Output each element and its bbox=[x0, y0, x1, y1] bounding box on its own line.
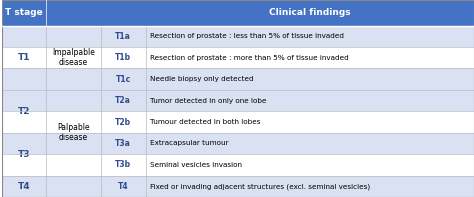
Text: Needle biopsy only detected: Needle biopsy only detected bbox=[150, 76, 254, 82]
Bar bbox=[1, 133, 474, 154]
Text: T3b: T3b bbox=[115, 160, 131, 169]
Bar bbox=[1, 47, 474, 69]
Text: T2: T2 bbox=[18, 107, 30, 116]
Text: T1: T1 bbox=[18, 53, 30, 62]
Text: T2a: T2a bbox=[115, 96, 131, 105]
Text: T stage: T stage bbox=[5, 8, 43, 17]
Bar bbox=[1, 0, 474, 26]
Text: Resection of prostate : less than 5% of tissue invaded: Resection of prostate : less than 5% of … bbox=[150, 33, 345, 39]
Text: T3a: T3a bbox=[115, 139, 131, 148]
Text: Seminal vesicles invasion: Seminal vesicles invasion bbox=[150, 162, 242, 168]
Text: Palpable
disease: Palpable disease bbox=[57, 123, 90, 142]
Text: T4: T4 bbox=[18, 182, 30, 191]
Text: T1c: T1c bbox=[116, 75, 131, 84]
Text: Impalpable
disease: Impalpable disease bbox=[52, 48, 95, 67]
Bar bbox=[1, 26, 474, 47]
Text: Extracapsular tumour: Extracapsular tumour bbox=[150, 140, 229, 146]
Text: Tumour detected in both lobes: Tumour detected in both lobes bbox=[150, 119, 261, 125]
Bar bbox=[1, 176, 474, 197]
Text: T1a: T1a bbox=[115, 32, 131, 41]
Bar bbox=[1, 90, 474, 111]
Text: Fixed or invading adjacent structures (excl. seminal vesicles): Fixed or invading adjacent structures (e… bbox=[150, 183, 371, 190]
Text: Clinical findings: Clinical findings bbox=[269, 8, 351, 17]
Bar bbox=[1, 154, 474, 176]
Text: T3: T3 bbox=[18, 150, 30, 159]
Bar bbox=[1, 111, 474, 133]
Text: T1b: T1b bbox=[115, 53, 131, 62]
Text: Tumor detected in only one lobe: Tumor detected in only one lobe bbox=[150, 98, 267, 104]
Text: T4: T4 bbox=[118, 182, 128, 191]
Text: T2b: T2b bbox=[115, 118, 131, 126]
Text: Resection of prostate : more than 5% of tissue invaded: Resection of prostate : more than 5% of … bbox=[150, 55, 349, 61]
Bar bbox=[1, 69, 474, 90]
